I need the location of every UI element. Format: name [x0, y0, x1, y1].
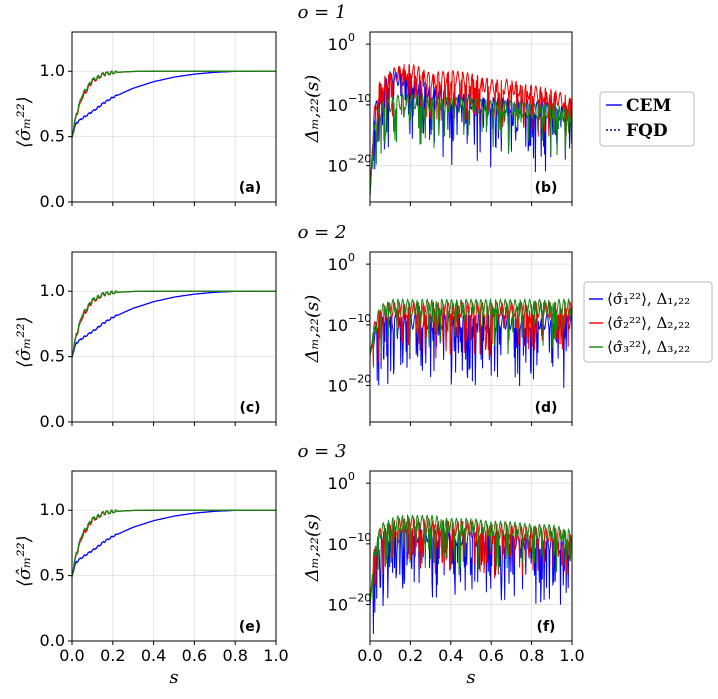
series-line-3 [370, 513, 572, 605]
x-tick-label: 1.0 [559, 646, 584, 665]
y-tick-exponent: −20 [348, 592, 371, 605]
x-tick-label: 0.2 [100, 646, 125, 665]
panel-e: 0.0 0.5 1.0 0.0 0.2 0.4 0.6 0.8 1.0 ⟨σ̂ₘ²²⟩ (e) s [14, 470, 289, 688]
y-tick-label: 1.0 [40, 281, 65, 300]
legend-series-1-label: ⟨σ̂₁²²⟩, Δ₁,₂₂ [607, 290, 690, 308]
y-tick-exponent: −10 [348, 312, 371, 325]
legend-method: CEM FQD [599, 91, 695, 147]
y-tick-label: 10 [328, 535, 348, 554]
left-y-axis-label: ⟨σ̂ₘ²²⟩ [14, 535, 35, 587]
series-line-3 [370, 297, 572, 357]
axes-frame [71, 31, 277, 203]
y-tick-label: 10 [328, 255, 348, 274]
series-line-1 [71, 509, 276, 577]
series-line-1 [71, 70, 276, 138]
series-line-3 [370, 93, 572, 196]
y-tick-exponent: −10 [348, 531, 371, 544]
legend-series: ⟨σ̂₁²²⟩, Δ₁,₂₂ ⟨σ̂₂²²⟩, Δ₂,₂₂ ⟨σ̂₃²²⟩, Δ… [583, 281, 713, 363]
series-line-2 [71, 509, 276, 577]
panel-label: (c) [239, 400, 260, 416]
y-tick-exponent: −20 [348, 153, 371, 166]
y-tick-label: 10 [328, 377, 348, 396]
axes-frame [369, 31, 573, 203]
x-tick-label: 0.6 [182, 646, 207, 665]
panel-a: 0.0 0.5 1.0 ⟨σ̂ₘ²²⟩ (a) [14, 31, 277, 211]
y-tick-exponent: −20 [348, 373, 371, 386]
legend-method-frame [599, 91, 695, 147]
legend-series-frame [583, 281, 713, 363]
series-line-2 [71, 290, 276, 358]
panel-label: (f) [537, 619, 556, 635]
row-title-3: o = 3 [298, 441, 347, 462]
x-tick-label: 0.4 [141, 646, 166, 665]
y-tick-exponent: 0 [348, 251, 355, 264]
legend-series-3-label: ⟨σ̂₃²²⟩, Δ₃,₂₂ [607, 338, 690, 356]
row-title-1: o = 1 [298, 2, 347, 23]
y-tick-label: 10 [328, 474, 348, 493]
y-tick-label: 10 [328, 35, 348, 54]
axes-frame [71, 470, 277, 642]
row-title-2: o = 2 [298, 222, 347, 243]
y-tick-label: 0.0 [40, 192, 65, 211]
y-tick-label: 1.0 [40, 61, 65, 80]
panel-label: (a) [239, 180, 261, 196]
x-tick-label: 0.8 [222, 646, 247, 665]
x-tick-label: 1.0 [263, 646, 288, 665]
legend-fqd-label: FQD [626, 121, 668, 141]
x-tick-label: 0.8 [519, 646, 544, 665]
series-line-3 [71, 290, 276, 358]
panel-label: (e) [239, 619, 261, 635]
legend-cem-label: CEM [626, 96, 671, 116]
panel-c: 0.0 0.5 1.0 ⟨σ̂ₘ²²⟩ (c) [14, 251, 277, 431]
series-line-3 [71, 509, 276, 577]
y-tick-label: 10 [328, 316, 348, 335]
y-tick-exponent: 0 [348, 31, 355, 44]
x-tick-label: 0.0 [59, 646, 84, 665]
legend-series-2-label: ⟨σ̂₂²²⟩, Δ₂,₂₂ [607, 314, 690, 332]
y-tick-label: 10 [328, 96, 348, 115]
right-y-axis-label: Δₘ,₂₂(s) [302, 75, 323, 143]
right-y-axis-label: Δₘ,₂₂(s) [302, 295, 323, 363]
series-line-3 [71, 70, 276, 138]
y-tick-label: 0.0 [40, 412, 65, 431]
y-tick-exponent: 0 [348, 470, 355, 483]
right-y-axis-label: Δₘ,₂₂(s) [302, 514, 323, 582]
y-tick-label: 0.5 [40, 566, 65, 585]
panel-label: (d) [535, 400, 558, 416]
y-tick-label: 0.5 [40, 347, 65, 366]
series-line-1 [71, 290, 276, 358]
x-tick-label: 0.4 [438, 646, 463, 665]
y-tick-label: 1.0 [40, 500, 65, 519]
y-tick-label: 0.5 [40, 127, 65, 146]
y-tick-label: 10 [328, 596, 348, 615]
x-tick-label: 0.6 [478, 646, 503, 665]
row-3: o = 3 0.0 0.5 1.0 0.0 0.2 0.4 0.6 0.8 1.0 ⟨σ̂ₘ²²⟩ (… [14, 441, 585, 688]
panel-label: (b) [535, 180, 558, 196]
x-axis-label: s [169, 667, 178, 688]
left-y-axis-label: ⟨σ̂ₘ²²⟩ [14, 96, 35, 148]
y-tick-label: 10 [328, 157, 348, 176]
x-tick-label: 0.2 [398, 646, 423, 665]
axes-frame [369, 470, 573, 642]
series-line-2 [71, 70, 276, 138]
y-tick-exponent: −10 [348, 92, 371, 105]
series-line-2 [370, 63, 572, 196]
x-tick-label: 0.0 [357, 646, 382, 665]
axes-frame [71, 251, 277, 423]
axes-frame [369, 251, 573, 423]
x-axis-label: s [466, 667, 475, 688]
y-tick-label: 0.0 [40, 631, 65, 650]
left-y-axis-label: ⟨σ̂ₘ²²⟩ [14, 316, 35, 368]
